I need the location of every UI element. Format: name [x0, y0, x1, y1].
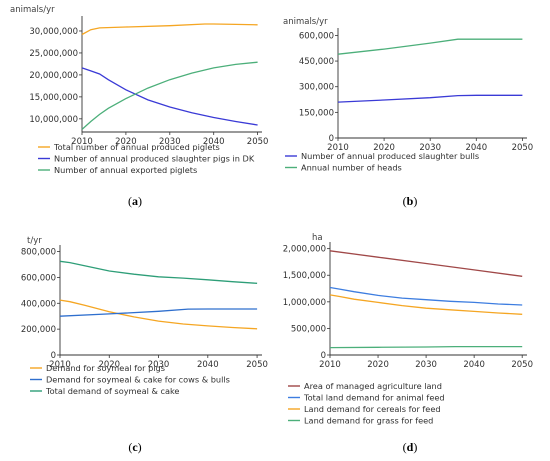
x-tick-label: 2010 — [319, 360, 341, 370]
y-tick-label: 0 — [51, 351, 56, 361]
legend-entry: Land demand for grass for feed — [304, 416, 433, 426]
y-tick-label: 300,000 — [299, 83, 334, 93]
chart-panel-d: ha 0 500,000 1,000,000 1,500,000 2,000,000 201… — [283, 233, 533, 454]
series-line-c-0 — [59, 299, 258, 330]
x-tick-label: 2020 — [98, 360, 120, 370]
y-tick-label: 2,000,000 — [283, 245, 326, 255]
x-tick-label: 2010 — [327, 143, 349, 153]
y-tick-label: 25,000,000 — [29, 49, 78, 59]
legend-entry: Demand for soymeal for pigs — [46, 363, 165, 373]
x-tick-label: 2040 — [197, 360, 219, 370]
x-tick-label: 2020 — [115, 137, 137, 147]
legend-entry: Number of annual exported piglets — [54, 165, 197, 175]
series-line-b-0 — [337, 94, 523, 103]
series-line-a-0 — [81, 23, 258, 36]
x-tick-label: 2010 — [71, 137, 93, 147]
y-tick-label: 10,000,000 — [29, 115, 78, 125]
y-tick-label: 1,000,000 — [283, 298, 326, 308]
x-tick-label: 2020 — [367, 360, 389, 370]
y-tick-label: 600,000 — [299, 31, 334, 41]
y-unit-label: ha — [312, 233, 323, 243]
y-unit-label: animals/yr — [283, 17, 328, 27]
y-tick-label: 150,000 — [299, 108, 334, 118]
x-tick-label: 2050 — [511, 360, 533, 370]
y-tick-label: 30,000,000 — [29, 27, 78, 37]
y-tick-label: 450,000 — [299, 57, 334, 67]
x-tick-label: 2050 — [246, 360, 268, 370]
legend-entry: Land demand for cereals for feed — [304, 404, 441, 414]
y-tick-label: 200,000 — [21, 325, 56, 335]
y-unit-label: animals/yr — [10, 5, 55, 15]
panel-caption-letter: d — [407, 440, 414, 454]
x-tick-label: 2010 — [49, 360, 71, 370]
x-tick-label: 2020 — [373, 143, 395, 153]
chart-panel-c: t/yr 0 200,000 400,000 600,000 800,000 2010 202… — [21, 236, 268, 454]
y-tick-label: 1,500,000 — [283, 271, 326, 281]
legend-entry: Number of annual produced slaughter pigs… — [54, 154, 255, 164]
y-tick-label: 15,000,000 — [29, 93, 78, 103]
y-unit-label: t/yr — [27, 236, 42, 246]
legend-entry: Area of managed agriculture land — [304, 381, 442, 391]
series-line-c-2 — [59, 260, 258, 284]
series-line-a-1 — [81, 67, 258, 126]
y-tick-label: 600,000 — [21, 273, 56, 283]
series-line-d-2 — [329, 294, 523, 315]
series-line-d-3 — [329, 345, 523, 349]
panel-caption: (b) — [403, 194, 418, 208]
series-line-a-2 — [81, 61, 258, 130]
x-tick-label: 2030 — [159, 137, 181, 147]
chart-panel-b: animals/yr 0 150,000 300,000 450,000 600,000 2… — [283, 17, 533, 208]
y-tick-label: 0 — [329, 134, 334, 144]
panel-caption: (d) — [403, 440, 418, 454]
legend-entry: Total land demand for animal feed — [303, 393, 445, 403]
y-tick-label: 0 — [321, 351, 326, 361]
legend-entry: Demand for soymeal & cake for cows & bul… — [46, 375, 230, 385]
series-line-c-1 — [59, 308, 258, 317]
panel-caption-letter: b — [407, 194, 414, 208]
x-tick-label: 2030 — [148, 360, 170, 370]
y-tick-label: 20,000,000 — [29, 71, 78, 81]
legend-entry: Annual number of heads — [301, 163, 402, 173]
panel-caption-letter: a — [132, 194, 138, 208]
legend-entry: Total number of annual produced piglets — [53, 142, 220, 152]
x-tick-label: 2040 — [463, 360, 485, 370]
x-tick-label: 2040 — [203, 137, 225, 147]
y-tick-label: 800,000 — [21, 248, 56, 258]
x-tick-label: 2050 — [512, 143, 534, 153]
x-tick-label: 2040 — [465, 143, 487, 153]
panel-caption: (a) — [128, 194, 142, 208]
series-line-d-1 — [329, 286, 523, 306]
legend-entry: Number of annual produced slaughter bull… — [301, 151, 479, 161]
x-tick-label: 2050 — [247, 137, 269, 147]
series-line-d-0 — [329, 250, 523, 277]
chart-panel-a: animals/yr 10,000,000 15,000,000 20,000,000… — [10, 5, 268, 208]
legend-entry: Total demand of soymeal & cake — [45, 386, 179, 396]
panel-caption-letter: c — [132, 440, 138, 454]
y-tick-label: 500,000 — [291, 324, 326, 334]
x-tick-label: 2030 — [419, 143, 441, 153]
panel-caption: (c) — [128, 440, 141, 454]
y-tick-label: 400,000 — [21, 299, 56, 309]
x-tick-label: 2030 — [415, 360, 437, 370]
series-line-b-1 — [337, 38, 523, 55]
